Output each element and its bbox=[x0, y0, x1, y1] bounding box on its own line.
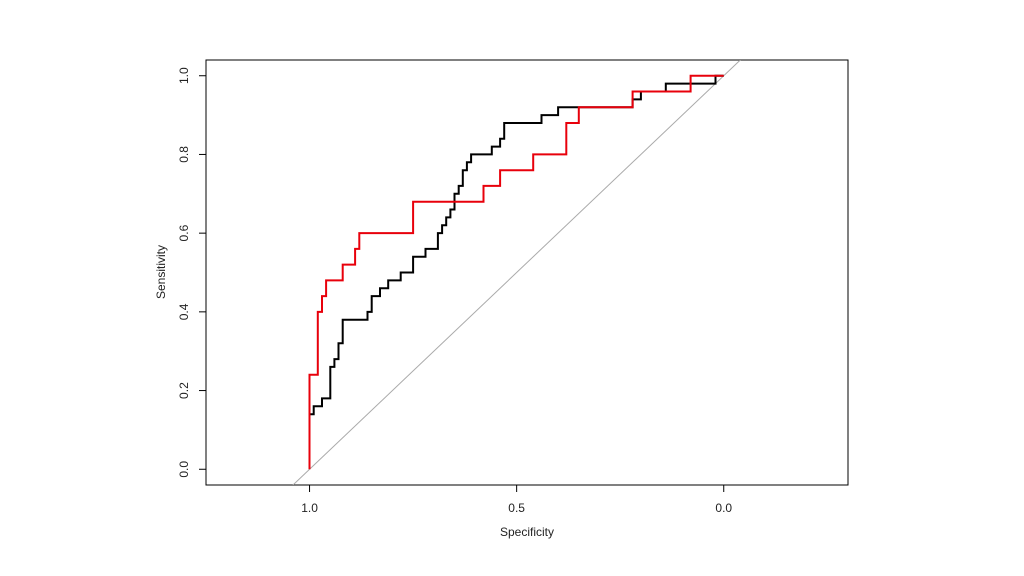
y-tick-label: 0.2 bbox=[177, 382, 191, 399]
reference-diagonal bbox=[292, 60, 741, 485]
x-axis-label: Specificity bbox=[500, 525, 554, 539]
diagonal-layer bbox=[292, 60, 741, 485]
y-tick-label: 0.4 bbox=[177, 303, 191, 320]
x-axis: 1.0 0.5 0.0 bbox=[301, 484, 732, 515]
x-tick-label: 0.5 bbox=[508, 501, 525, 515]
y-tick-label: 0.0 bbox=[177, 461, 191, 478]
x-tick-label: 0.0 bbox=[715, 501, 732, 515]
y-tick-label: 1.0 bbox=[177, 67, 191, 84]
y-tick-label: 0.6 bbox=[177, 224, 191, 241]
roc-curve-1 bbox=[308, 74, 724, 446]
y-axis-label: Sensitivity bbox=[154, 245, 168, 299]
y-axis: 0.0 0.2 0.4 0.6 0.8 1.0 bbox=[177, 67, 207, 478]
x-tick-label: 1.0 bbox=[301, 501, 318, 515]
y-tick-label: 0.8 bbox=[177, 146, 191, 163]
series-layer bbox=[308, 74, 724, 470]
roc-curve-2 bbox=[308, 74, 724, 470]
